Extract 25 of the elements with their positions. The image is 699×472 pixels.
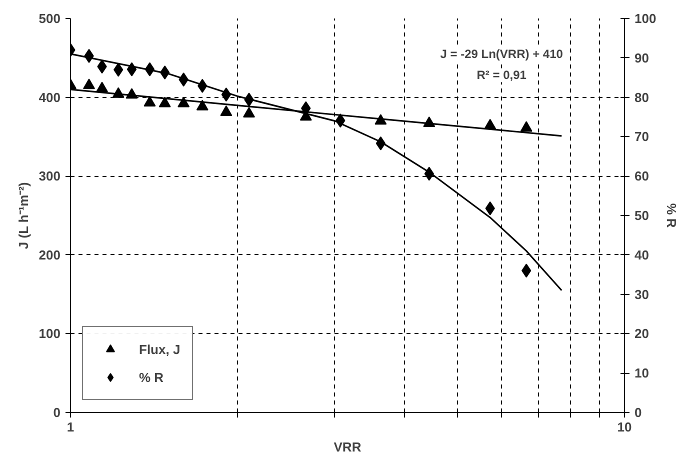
y2-tick-label: 100 (634, 11, 656, 26)
legend-label: % R (139, 370, 164, 384)
x-axis-title: VRR (334, 440, 362, 454)
y2-axis-title: % R (664, 203, 680, 228)
y2-tick-label: 20 (634, 326, 649, 342)
y2-tick-label: 30 (634, 286, 649, 302)
annotation: R² = 0,91 (476, 68, 527, 82)
y2-tick-label: 60 (634, 168, 649, 184)
y-tick-label: 300 (38, 168, 61, 184)
y2-tick-label: 0 (634, 405, 642, 420)
y2-tick-label: 80 (634, 90, 649, 105)
y-tick-label: 0 (53, 405, 61, 420)
y2-tick-label: 70 (634, 129, 649, 144)
y2-tick-label: 50 (634, 208, 649, 223)
y-axis-title: J (L h⁻¹m⁻²) (16, 182, 31, 250)
legend-label: Flux, J (139, 342, 180, 356)
annotation: J = -29 Ln(VRR) + 410 (440, 46, 564, 61)
y2-tick-label: 10 (634, 366, 649, 381)
y-tick-label: 100 (38, 326, 61, 342)
y2-tick-label: 90 (634, 50, 649, 66)
y-tick-label: 500 (38, 11, 61, 26)
y2-tick-label: 40 (634, 247, 649, 262)
x-tick-label: 1 (66, 420, 74, 434)
y-tick-label: 400 (38, 90, 61, 105)
y-tick-label: 200 (38, 247, 61, 262)
